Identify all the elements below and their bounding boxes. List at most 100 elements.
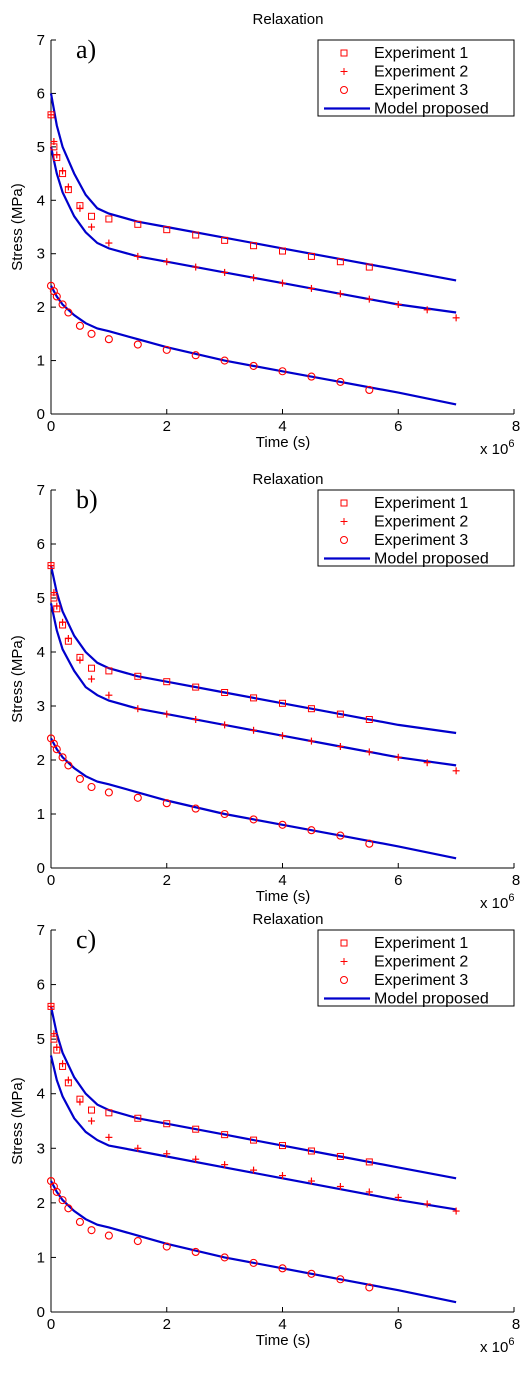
y-tick-label: 1 — [37, 806, 45, 823]
x-tick-label: 8 — [512, 1316, 520, 1333]
experiment-3-point — [104, 335, 113, 344]
y-tick-label: 0 — [37, 1304, 45, 1321]
experiment-3-point — [249, 1258, 258, 1267]
y-tick-label: 6 — [37, 85, 45, 102]
experiment-2-point — [221, 268, 229, 276]
experiment-2-point — [59, 167, 67, 175]
experiment-2-point — [192, 716, 200, 723]
y-tick-label: 6 — [37, 977, 45, 994]
x-axis-label: Time (s) — [256, 434, 310, 451]
experiment-3-point — [220, 1253, 229, 1262]
experiment-2-point — [134, 1144, 142, 1152]
experiment-2-point — [134, 252, 142, 260]
experiment-2-point — [307, 737, 315, 745]
experiment-3-point — [278, 820, 287, 829]
experiment-3-point — [52, 1187, 61, 1196]
experiment-3-point — [64, 308, 73, 317]
experiment-2-point — [365, 748, 373, 756]
experiment-3-point — [220, 356, 229, 365]
experiment-2-point — [365, 1188, 373, 1196]
chart-panel-1: Relaxation 0 1 2 3 4 5 6 7 0 2 4 6 8 Time (s) Stress (M… — [9, 11, 520, 458]
experiment-2-point — [452, 767, 460, 775]
experiment-2-point — [134, 705, 142, 713]
experiment-1-point — [134, 1114, 142, 1122]
experiment-2-point — [423, 1200, 431, 1208]
experiment-3-point — [87, 782, 96, 792]
experiment-2-point — [105, 691, 113, 699]
experiment-3-point — [191, 351, 200, 360]
y-tick-label: 4 — [37, 192, 45, 209]
experiment-3-point — [336, 377, 345, 386]
experiment-1-point — [163, 226, 171, 234]
model-curve-2 — [49, 146, 457, 314]
experiment-3-point — [162, 1242, 171, 1251]
x-tick-label: 8 — [512, 872, 520, 889]
experiment-2-point — [50, 1030, 58, 1038]
y-tick-label: 3 — [37, 246, 45, 263]
experiment-1-point — [336, 1152, 344, 1160]
y-tick-label: 5 — [37, 590, 45, 607]
experiment-3-point — [365, 385, 374, 395]
legend-box — [317, 489, 515, 567]
experiment-1-point — [221, 1131, 229, 1139]
chart-title: Relaxation — [253, 11, 324, 28]
legend-label: Experiment 1 — [374, 45, 468, 62]
chart-panel-3: Relaxation 0 1 2 3 4 5 6 7 0 2 4 6 8 Time (s) Stress (M… — [9, 911, 520, 1356]
experiment-2-point — [88, 223, 96, 231]
experiment-2-point — [163, 1150, 171, 1158]
experiment-2-point — [88, 1117, 96, 1125]
x-multiplier-exponent: 6 — [508, 892, 514, 904]
experiment-2-point — [76, 204, 84, 212]
experiment-1-point — [279, 699, 286, 707]
experiment-2-point — [394, 1193, 402, 1201]
legend-label: Model proposed — [374, 551, 489, 568]
experiment-2-point — [53, 1043, 61, 1051]
experiment-1-point — [105, 1109, 113, 1117]
experiment-3-point — [52, 745, 61, 754]
x-tick-label: 6 — [394, 872, 402, 889]
x-tick-label: 8 — [512, 418, 520, 435]
experiment-3-point — [133, 793, 142, 802]
experiment-3-point — [133, 340, 142, 349]
legend-label: Experiment 1 — [374, 495, 468, 512]
x-tick-label: 0 — [47, 418, 55, 435]
experiment-1-point — [221, 236, 229, 244]
experiment-3-point — [307, 1269, 316, 1278]
experiment-1-point — [105, 215, 113, 223]
experiment-3-point — [162, 345, 171, 354]
model-curve-1 — [49, 565, 457, 735]
experiment-3-point — [58, 1196, 67, 1205]
x-tick-label: 4 — [278, 418, 286, 435]
y-axis-label: Stress (MPa) — [9, 1077, 26, 1165]
experiment-2-point — [64, 1076, 72, 1084]
experiment-2-point — [307, 1177, 315, 1185]
experiment-2-point — [452, 1207, 460, 1215]
experiment-2-point — [192, 1155, 200, 1163]
experiment-1-point — [221, 689, 229, 696]
x-tick-label: 4 — [278, 1316, 286, 1333]
experiment-1-point — [192, 1125, 200, 1133]
experiment-2-point — [88, 675, 96, 683]
y-tick-label: 2 — [37, 752, 45, 769]
y-tick-label: 0 — [37, 860, 45, 877]
experiment-2-point — [279, 732, 286, 740]
experiment-3-point — [104, 788, 113, 797]
experiment-2-point — [336, 743, 344, 750]
legend-circle-icon — [340, 536, 348, 544]
legend-label: Experiment 3 — [374, 972, 468, 989]
chart-panel-2: Relaxation 0 1 2 3 4 5 6 7 0 2 4 6 8 Time (s) Stress (M… — [9, 471, 520, 912]
legend-square-icon — [340, 939, 348, 947]
legend-label: Experiment 2 — [374, 954, 468, 971]
legend-box — [317, 39, 515, 117]
experiment-2-point — [59, 618, 67, 626]
experiment-1-point — [307, 252, 315, 260]
experiment-3-point — [75, 321, 84, 330]
experiment-2-point — [221, 721, 229, 729]
legend-label: Experiment 3 — [374, 532, 468, 549]
legend-circle-icon — [340, 976, 348, 984]
y-tick-label: 4 — [37, 644, 45, 661]
experiment-2-point — [47, 1002, 55, 1010]
